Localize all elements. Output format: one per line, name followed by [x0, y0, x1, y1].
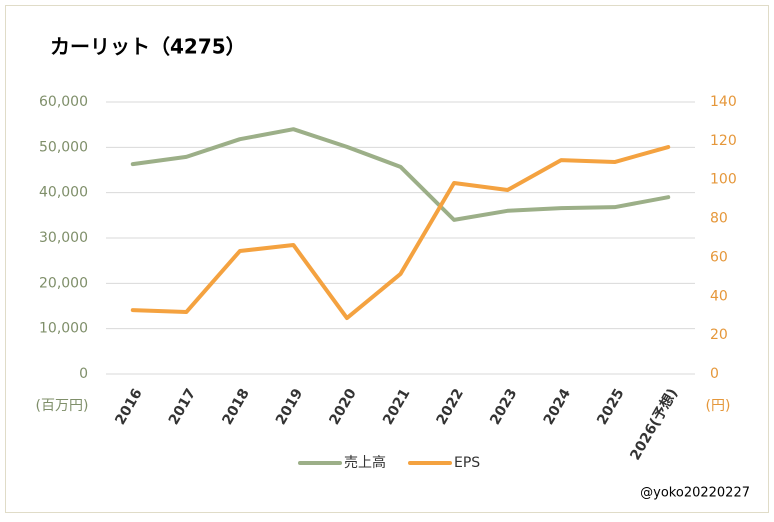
chart-title: カーリット（4275）: [50, 35, 246, 59]
annotation: @yoko20220227: [640, 486, 750, 501]
y2-tick-label: 40: [710, 288, 728, 304]
y-tick-label: 60,000: [39, 94, 88, 110]
legend-label: EPS: [454, 455, 480, 471]
y-tick-label: 0: [79, 366, 88, 382]
series-line: [130, 145, 671, 321]
y-tick-label: 20,000: [39, 275, 88, 291]
y-tick-label: 30,000: [39, 230, 88, 246]
y2-tick-label: 60: [710, 249, 728, 265]
y2-tick-label: 20: [710, 327, 728, 343]
y2-tick-label: 120: [710, 133, 737, 149]
legend-label: 売上高: [344, 454, 386, 471]
y-tick-label: 40,000: [39, 185, 88, 201]
y2-tick-label: 140: [710, 94, 737, 110]
y2-axis-label: (円): [706, 398, 731, 414]
y-axis-label: (百万円): [36, 398, 89, 414]
y-tick-label: 10,000: [39, 321, 88, 337]
y2-tick-label: 0: [710, 366, 719, 382]
y-tick-label: 50,000: [39, 139, 88, 155]
series-line: [130, 127, 671, 222]
chart-border: [5, 5, 769, 513]
y2-tick-label: 100: [710, 172, 737, 188]
y2-tick-label: 80: [710, 211, 728, 227]
